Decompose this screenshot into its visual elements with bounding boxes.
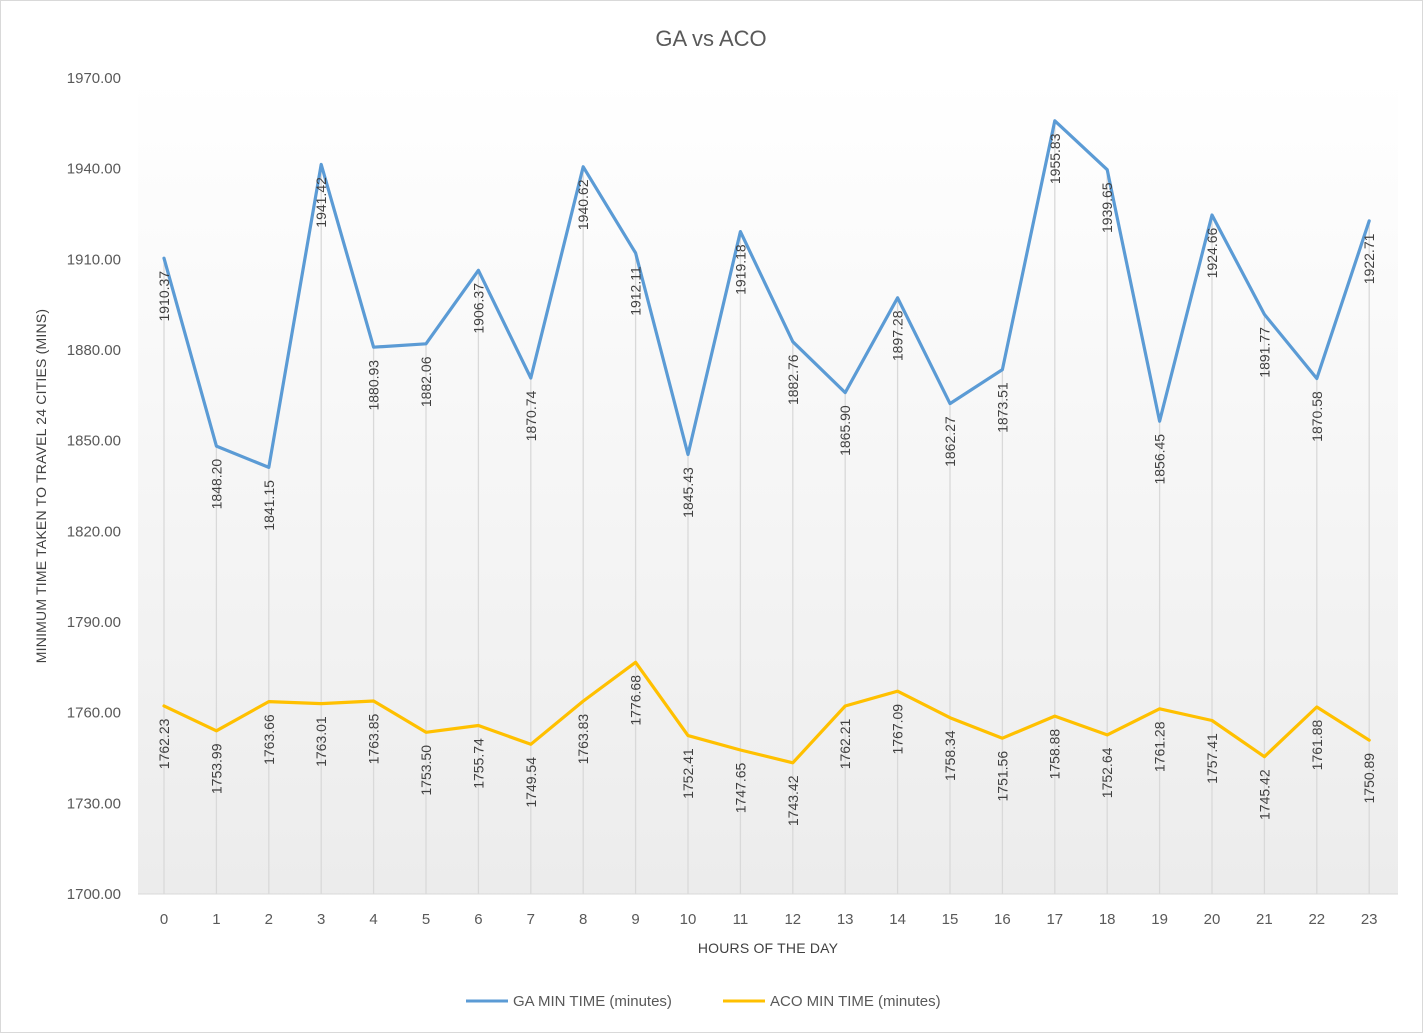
data-label-ga: 1880.93 bbox=[366, 360, 382, 411]
data-label-ga: 1955.83 bbox=[1047, 133, 1063, 184]
data-label-aco: 1763.01 bbox=[313, 716, 329, 767]
x-tick-label: 15 bbox=[942, 911, 959, 928]
x-tick-label: 18 bbox=[1099, 911, 1116, 928]
data-label-ga: 1873.51 bbox=[994, 382, 1010, 433]
data-label-ga: 1906.37 bbox=[470, 283, 486, 334]
data-label-aco: 1750.89 bbox=[1361, 753, 1377, 804]
data-label-aco: 1743.42 bbox=[785, 775, 801, 826]
data-label-aco: 1753.50 bbox=[418, 745, 434, 796]
x-tick-label: 22 bbox=[1308, 911, 1325, 928]
series-lines bbox=[162, 119, 1371, 765]
x-tick-label: 1 bbox=[212, 911, 220, 928]
legend-label-aco: ACO MIN TIME (minutes) bbox=[770, 993, 941, 1010]
y-tick-label: 1880.00 bbox=[67, 342, 121, 359]
x-tick-label: 4 bbox=[369, 911, 377, 928]
data-label-aco: 1776.68 bbox=[628, 675, 644, 726]
x-tick-label: 23 bbox=[1361, 911, 1378, 928]
data-label-aco: 1758.88 bbox=[1047, 729, 1063, 780]
data-label-ga: 1870.74 bbox=[523, 390, 539, 441]
legend: GA MIN TIME (minutes) ACO MIN TIME (minu… bbox=[466, 993, 941, 1010]
data-label-aco: 1747.65 bbox=[732, 762, 748, 813]
x-tick-label: 16 bbox=[994, 911, 1011, 928]
data-label-ga: 1941.42 bbox=[313, 177, 329, 228]
data-label-aco: 1753.99 bbox=[208, 743, 224, 794]
data-label-aco: 1752.64 bbox=[1099, 747, 1115, 798]
data-label-ga: 1865.90 bbox=[837, 405, 853, 456]
data-label-ga: 1870.58 bbox=[1309, 391, 1325, 442]
chart-title: GA vs ACO bbox=[655, 26, 766, 51]
y-axis-ticks: 1970.00 1940.00 1910.00 1880.00 1850.00 1820.… bbox=[67, 70, 121, 903]
data-label-ga: 1922.71 bbox=[1361, 233, 1377, 284]
data-label-aco: 1757.41 bbox=[1204, 733, 1220, 784]
x-tick-label: 21 bbox=[1256, 911, 1273, 928]
data-label-aco: 1763.66 bbox=[261, 714, 277, 765]
y-tick-label: 1700.00 bbox=[67, 886, 121, 903]
y-tick-label: 1790.00 bbox=[67, 614, 121, 631]
data-label-ga: 1848.20 bbox=[208, 459, 224, 510]
data-label-aco: 1755.74 bbox=[470, 738, 486, 789]
x-tick-label: 10 bbox=[680, 911, 697, 928]
x-tick-label: 9 bbox=[631, 911, 639, 928]
series-line-aco bbox=[162, 660, 1371, 765]
x-tick-label: 7 bbox=[527, 911, 535, 928]
data-label-aco: 1749.54 bbox=[523, 757, 539, 808]
data-label-aco: 1761.28 bbox=[1152, 721, 1168, 772]
data-label-ga: 1845.43 bbox=[680, 467, 696, 518]
data-label-ga: 1841.15 bbox=[261, 480, 277, 531]
data-label-aco: 1758.34 bbox=[942, 730, 958, 781]
y-tick-label: 1910.00 bbox=[67, 251, 121, 268]
data-label-aco: 1767.09 bbox=[890, 704, 906, 755]
x-tick-label: 17 bbox=[1046, 911, 1063, 928]
x-tick-label: 12 bbox=[784, 911, 801, 928]
legend-label-ga: GA MIN TIME (minutes) bbox=[513, 993, 672, 1010]
y-axis-title: MINIMUM TIME TAKEN TO TRAVEL 24 CITIES (… bbox=[33, 309, 49, 663]
data-label-ga: 1940.62 bbox=[575, 179, 591, 230]
y-tick-label: 1820.00 bbox=[67, 523, 121, 540]
data-label-aco: 1745.42 bbox=[1256, 769, 1272, 820]
x-tick-label: 0 bbox=[160, 911, 168, 928]
x-tick-label: 14 bbox=[889, 911, 906, 928]
x-tick-label: 6 bbox=[474, 911, 482, 928]
data-label-ga: 1882.06 bbox=[418, 356, 434, 407]
x-axis-ticks: 0 1 2 3 4 5 6 7 8 9 10 11 12 13 14 15 16 17 18 19 20 21 22 23 bbox=[160, 911, 1378, 928]
x-tick-label: 11 bbox=[733, 911, 749, 928]
y-tick-label: 1730.00 bbox=[67, 795, 121, 812]
x-tick-label: 20 bbox=[1204, 911, 1221, 928]
data-label-aco: 1761.88 bbox=[1309, 719, 1325, 770]
x-tick-label: 13 bbox=[837, 911, 854, 928]
x-tick-label: 8 bbox=[579, 911, 587, 928]
data-label-aco: 1762.21 bbox=[837, 718, 853, 769]
x-tick-label: 5 bbox=[422, 911, 430, 928]
data-label-aco: 1763.83 bbox=[575, 714, 591, 765]
data-label-ga: 1910.37 bbox=[156, 271, 172, 322]
drop-lines bbox=[163, 120, 1370, 894]
x-axis-title: HOURS OF THE DAY bbox=[698, 940, 839, 956]
y-tick-label: 1760.00 bbox=[67, 705, 121, 722]
data-label-aco: 1762.23 bbox=[156, 718, 172, 769]
y-tick-label: 1940.00 bbox=[67, 161, 121, 178]
data-label-ga: 1891.77 bbox=[1256, 327, 1272, 378]
y-tick-label: 1970.00 bbox=[67, 70, 121, 87]
series-line-ga bbox=[162, 119, 1371, 469]
data-label-ga: 1897.28 bbox=[890, 310, 906, 361]
data-label-ga: 1939.65 bbox=[1099, 182, 1115, 233]
data-label-aco: 1751.56 bbox=[994, 751, 1010, 802]
data-label-aco: 1752.41 bbox=[680, 748, 696, 799]
data-labels: 1910.37 1848.20 1841.15 1941.42 1880.93 1882.… bbox=[156, 133, 1377, 826]
data-label-ga: 1919.18 bbox=[732, 244, 748, 295]
data-label-aco: 1763.85 bbox=[366, 713, 382, 764]
data-label-ga: 1862.27 bbox=[942, 416, 958, 467]
data-label-ga: 1924.66 bbox=[1204, 227, 1220, 278]
x-tick-label: 2 bbox=[265, 911, 273, 928]
x-tick-label: 19 bbox=[1151, 911, 1168, 928]
data-label-ga: 1856.45 bbox=[1152, 434, 1168, 485]
y-tick-label: 1850.00 bbox=[67, 433, 121, 450]
data-label-ga: 1882.76 bbox=[785, 354, 801, 405]
x-tick-label: 3 bbox=[317, 911, 325, 928]
data-label-ga: 1912.11 bbox=[628, 266, 644, 316]
